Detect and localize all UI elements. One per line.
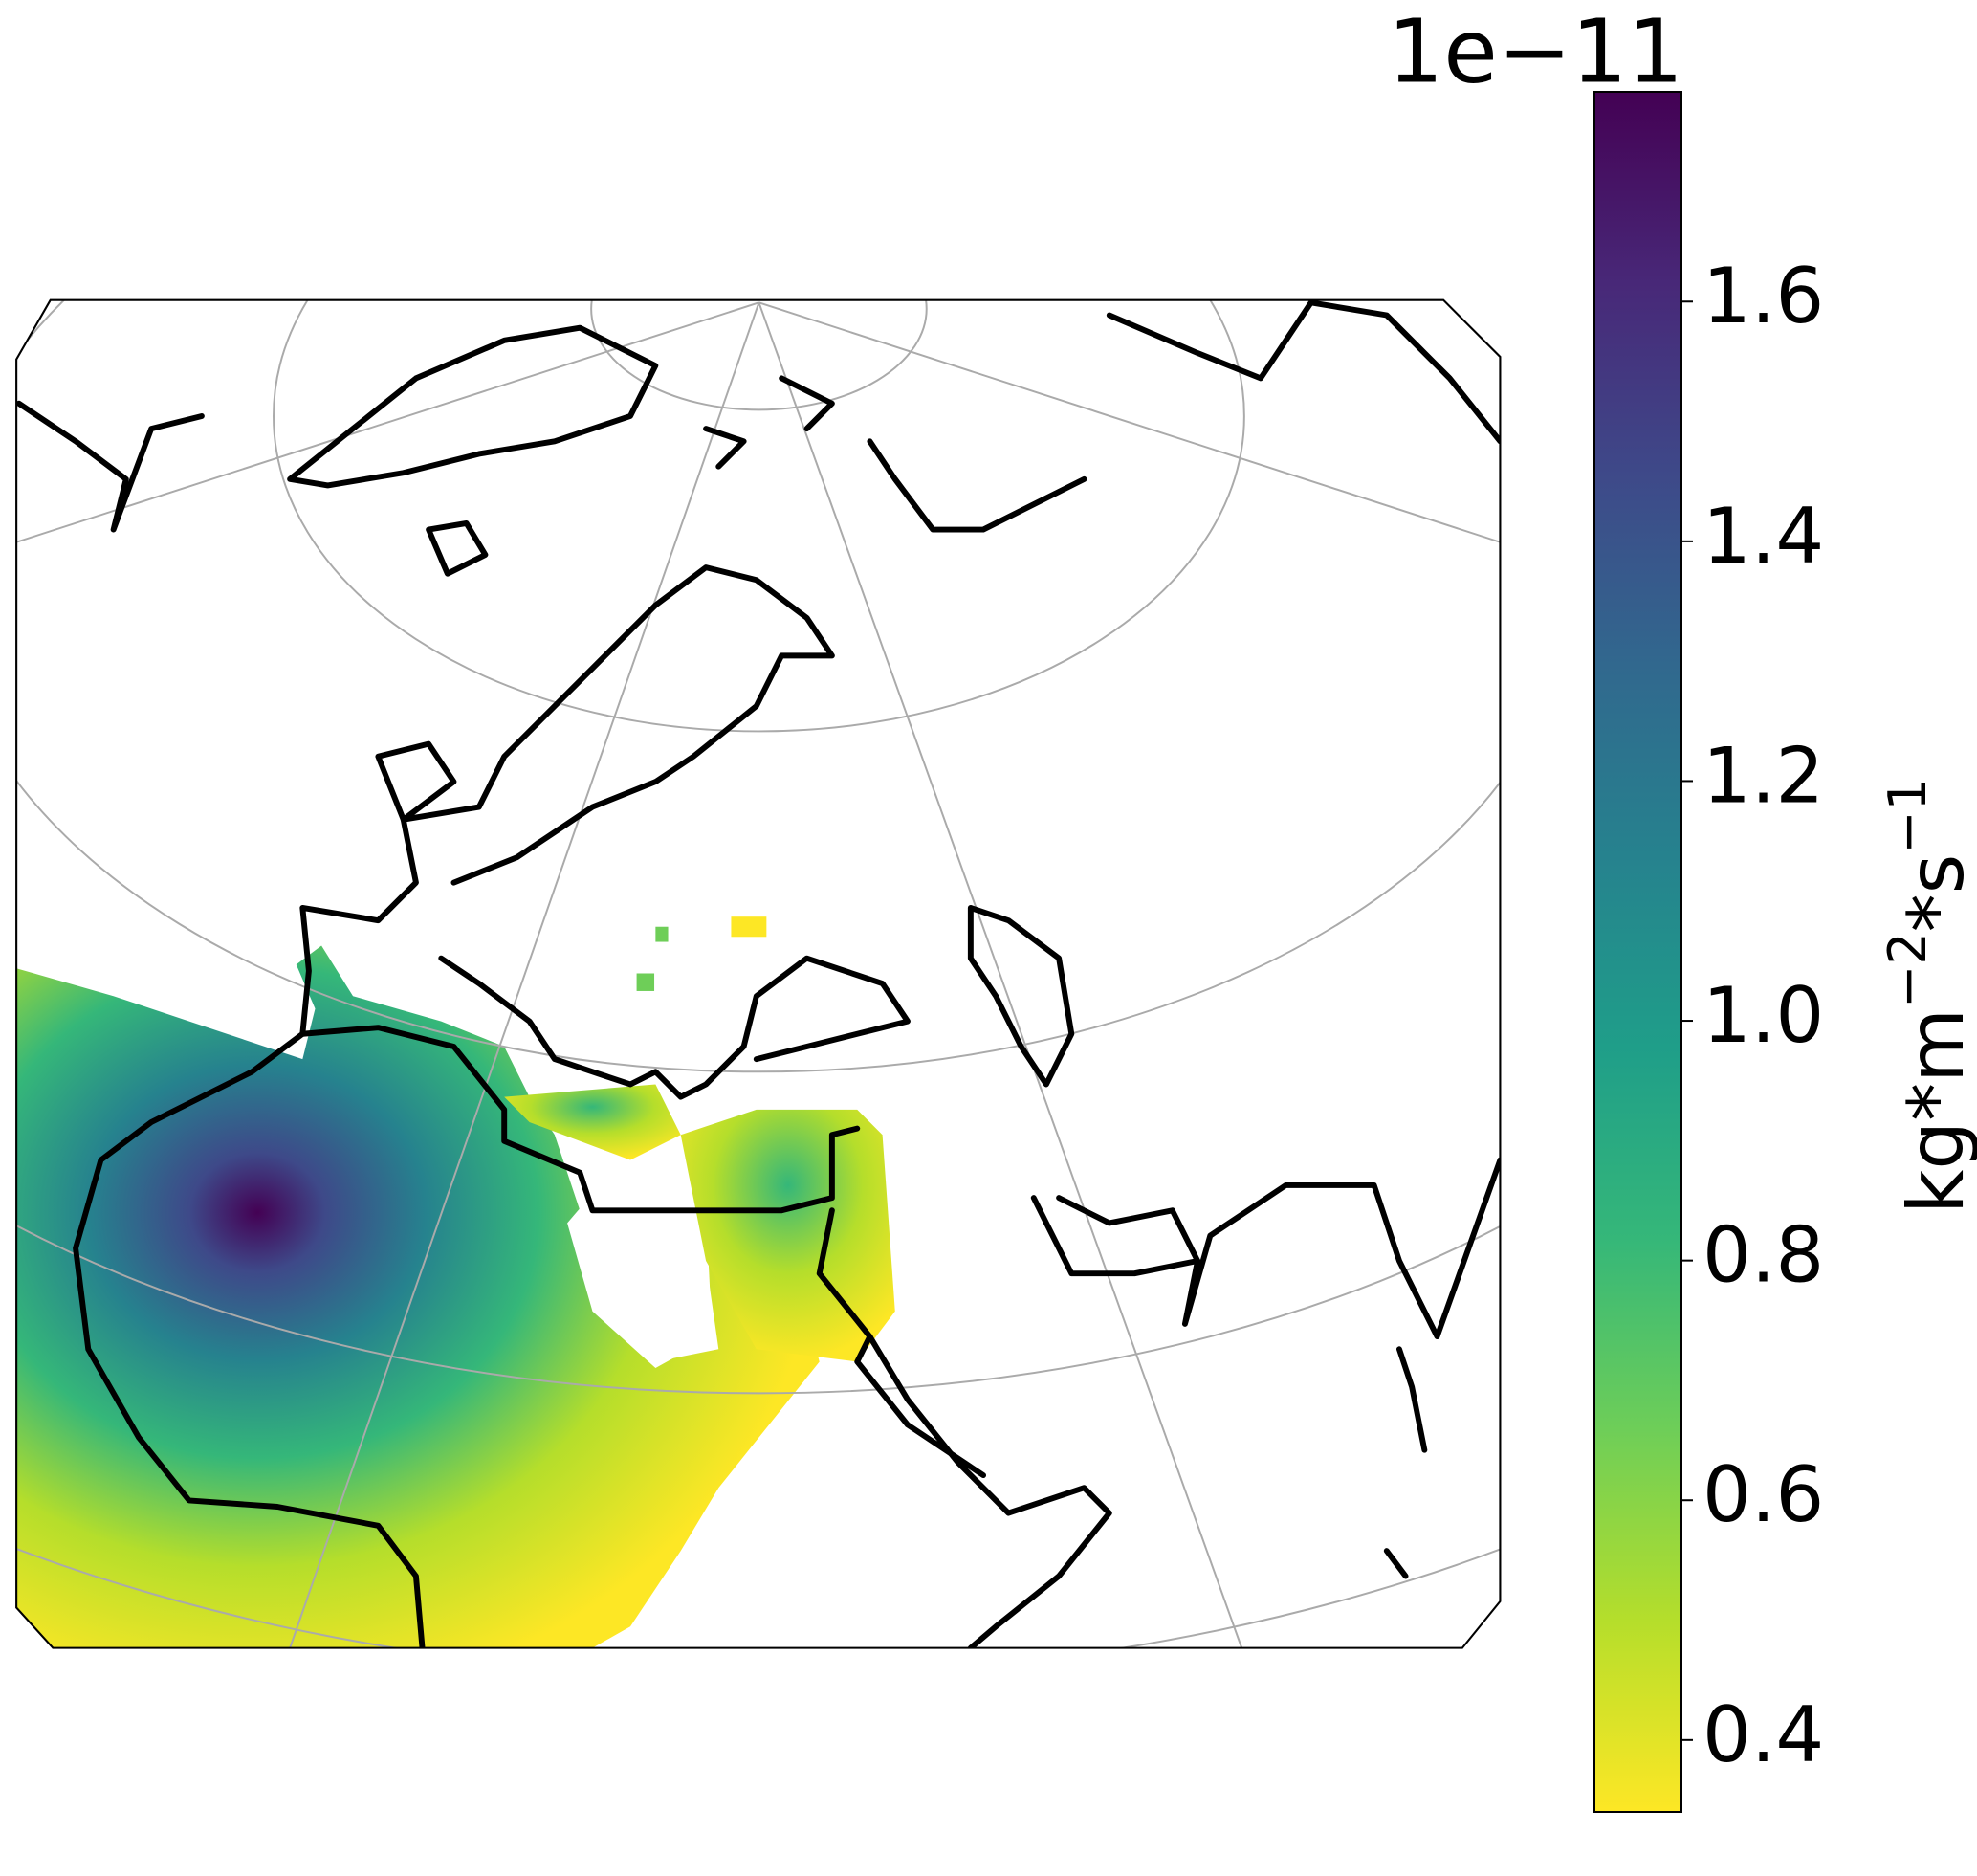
dust-field (731, 916, 767, 938)
map (15, 298, 1502, 1649)
label-part: kg*m (1892, 1008, 1977, 1214)
colorbar-tick-label: 1.2 (1702, 731, 1824, 820)
label-sup: −2 (1878, 932, 1938, 1008)
colorbar-tick-label: 0.4 (1702, 1690, 1824, 1779)
dust-field (504, 1084, 681, 1160)
colorbar-offset-text: 1e−11 (1388, 0, 1683, 102)
colorbar-tick-label: 0.8 (1702, 1211, 1824, 1300)
map-content (16, 299, 1501, 1648)
dust-field (655, 926, 669, 942)
colorbar-tick-label: 1.6 (1702, 252, 1824, 341)
dust-field (567, 1172, 713, 1369)
colorbar-label: kg*m−2*s−1 (1878, 778, 1977, 1214)
graticule (16, 299, 1501, 1648)
label-sup: −1 (1878, 778, 1938, 854)
colorbar-tick-label: 1.0 (1702, 971, 1824, 1060)
label-part: *s (1892, 854, 1977, 933)
colorbar-tick-label: 1.4 (1702, 492, 1824, 581)
colorbar-tick-label: 0.6 (1702, 1450, 1824, 1539)
dust-field (16, 945, 820, 1648)
coastlines (16, 299, 1501, 1648)
dust-field (636, 973, 655, 991)
colorbar (1593, 91, 1682, 1813)
map-frame (15, 298, 1502, 1649)
